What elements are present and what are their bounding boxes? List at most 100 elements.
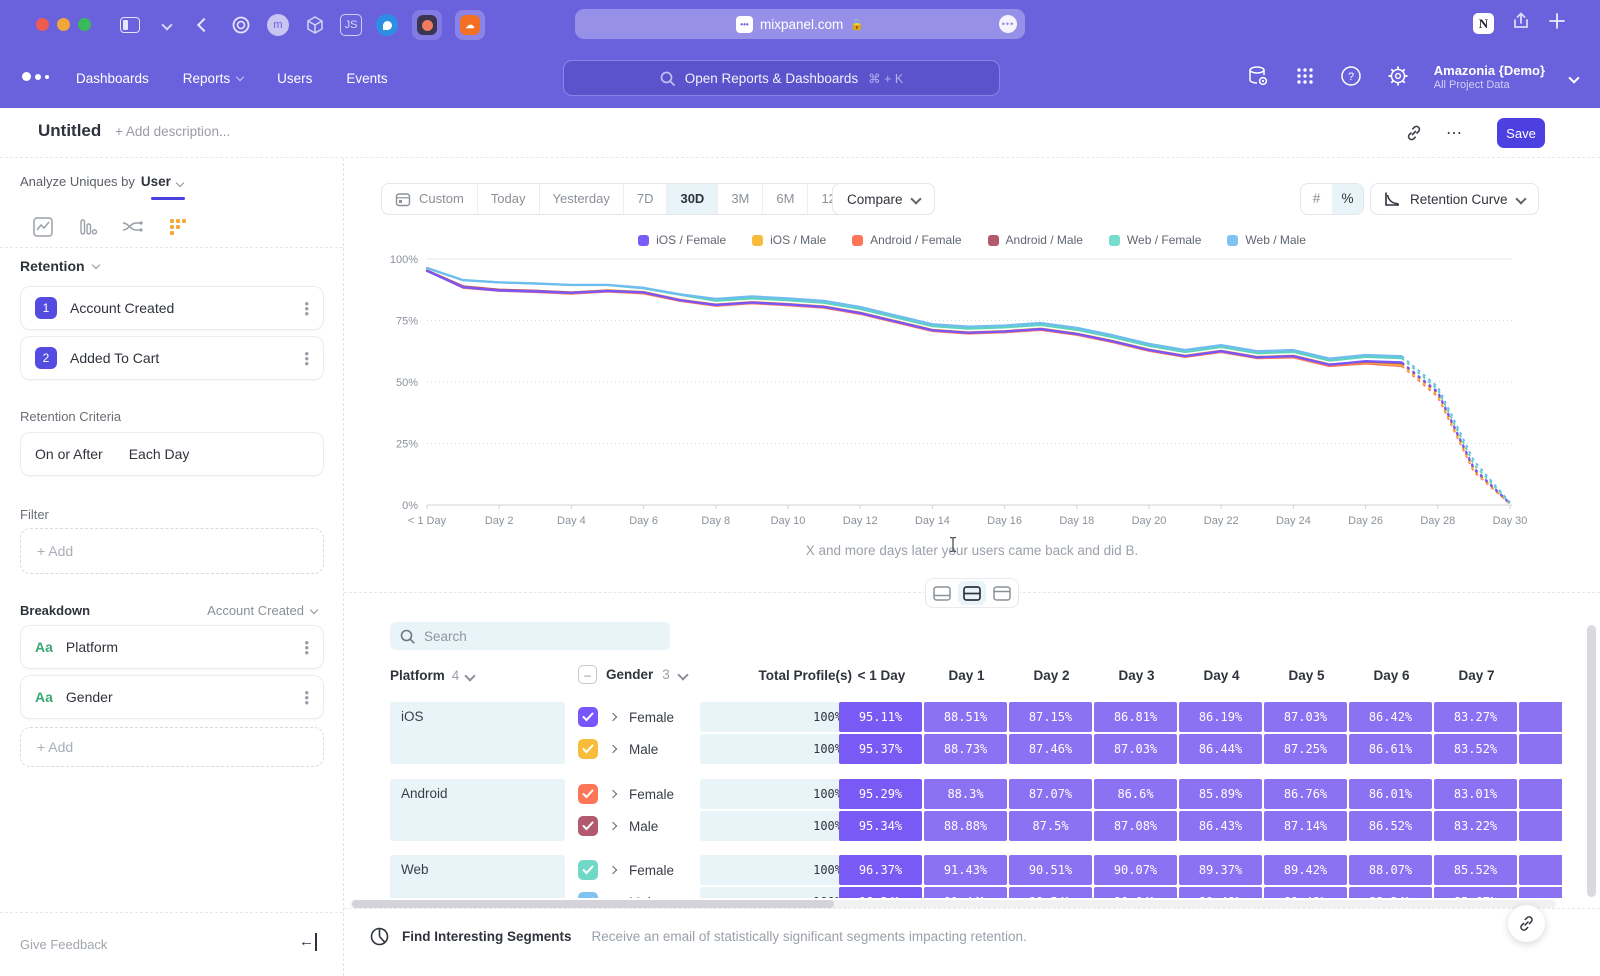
retention-cell[interactable]: 89.48% xyxy=(1179,887,1262,898)
tab-insights[interactable] xyxy=(30,214,56,240)
retention-cell[interactable]: 88.88% xyxy=(924,811,1007,841)
retention-cell[interactable]: 83.01% xyxy=(1434,779,1517,809)
retention-cell[interactable]: 83.52% xyxy=(1434,734,1517,764)
chart-type-dropdown[interactable]: Retention Curve xyxy=(1370,183,1539,215)
retention-cell[interactable] xyxy=(1519,887,1562,898)
retention-cell[interactable]: 90.51% xyxy=(1009,855,1092,885)
add-filter-button[interactable]: + Add xyxy=(20,528,324,574)
retention-cell[interactable]: 95.34% xyxy=(839,811,922,841)
retention-cell[interactable]: 96.34% xyxy=(839,887,922,898)
day-column-header[interactable]: Day 2 xyxy=(1009,668,1094,683)
legend-item[interactable]: Android / Female xyxy=(852,233,961,247)
tab-retention[interactable] xyxy=(165,214,191,240)
platform-column-header[interactable]: Platform4 xyxy=(390,668,474,683)
retention-cell[interactable]: 87.15% xyxy=(1009,702,1092,732)
retention-cell[interactable]: 86.61% xyxy=(1349,734,1432,764)
browser-tab-cube-icon[interactable] xyxy=(303,13,327,37)
retention-cell[interactable]: 88.34% xyxy=(1349,887,1432,898)
new-tab-icon[interactable] xyxy=(1548,12,1566,35)
retention-cell[interactable] xyxy=(1519,702,1562,732)
retention-cell[interactable]: 89.48% xyxy=(1264,887,1347,898)
retention-cell[interactable]: 87.08% xyxy=(1094,811,1177,841)
breakdown-options-icon[interactable]: ••• xyxy=(304,690,309,705)
browser-tab-bird-icon[interactable] xyxy=(375,13,399,37)
breakdown-platform[interactable]: Aa Platform ••• xyxy=(20,625,324,669)
sidebar-toggle-icon[interactable] xyxy=(118,13,142,37)
vertical-scrollbar[interactable] xyxy=(1587,625,1596,897)
retention-cell[interactable]: 89.42% xyxy=(1264,855,1347,885)
retention-cell[interactable] xyxy=(1519,734,1562,764)
retention-curve-chart[interactable]: 100%75%50%25%0%< 1 DayDay 2Day 4Day 6Day… xyxy=(344,250,1600,540)
compare-dropdown[interactable]: Compare xyxy=(832,183,935,215)
range-3m[interactable]: 3M xyxy=(717,184,762,214)
percent-format-button[interactable]: % xyxy=(1332,184,1363,214)
global-search[interactable]: Open Reports & Dashboards ⌘ + K xyxy=(563,60,1000,96)
nav-users[interactable]: Users xyxy=(277,71,312,86)
retention-cell[interactable]: 88.73% xyxy=(924,734,1007,764)
legend-item[interactable]: Web / Male xyxy=(1227,233,1305,247)
expand-row-icon[interactable] xyxy=(609,713,617,721)
retention-cell[interactable]: 87.03% xyxy=(1094,734,1177,764)
retention-step-2[interactable]: 2 Added To Cart ••• xyxy=(20,336,324,380)
retention-cell[interactable]: 95.11% xyxy=(839,702,922,732)
select-all-checkbox[interactable]: – xyxy=(578,665,597,684)
number-format-button[interactable]: # xyxy=(1301,184,1332,214)
day-column-header[interactable]: Day 7 xyxy=(1434,668,1519,683)
analyze-value-dropdown[interactable]: User xyxy=(141,174,171,189)
report-title[interactable]: Untitled xyxy=(38,121,101,141)
more-menu-icon[interactable]: ⋯ xyxy=(1440,119,1468,147)
back-icon[interactable] xyxy=(192,13,216,37)
retention-cell[interactable]: 88.3% xyxy=(924,779,1007,809)
retention-cell[interactable]: 86.01% xyxy=(1349,779,1432,809)
tab-funnels[interactable] xyxy=(75,214,101,240)
range-6m[interactable]: 6M xyxy=(762,184,807,214)
retention-cell[interactable]: 87.46% xyxy=(1009,734,1092,764)
retention-cell[interactable]: 87.25% xyxy=(1264,734,1347,764)
retention-cell[interactable]: 85.67% xyxy=(1434,887,1517,898)
browser-tab-js-icon[interactable]: JS xyxy=(340,14,362,36)
retention-cell[interactable]: 83.22% xyxy=(1434,811,1517,841)
add-breakdown-button[interactable]: + Add xyxy=(20,727,324,767)
layout-table-only-button[interactable] xyxy=(988,581,1016,605)
retention-cell[interactable]: 90.54% xyxy=(1009,887,1092,898)
give-feedback-link[interactable]: Give Feedback xyxy=(20,937,107,952)
retention-criteria-card[interactable]: On or After Each Day xyxy=(20,432,324,476)
browser-tab-target-icon[interactable] xyxy=(229,13,253,37)
address-bar[interactable]: ••• mixpanel.com 🔒 ••• xyxy=(575,9,1025,39)
range-30d-selected[interactable]: 30D xyxy=(666,184,717,214)
legend-item[interactable]: Android / Male xyxy=(988,233,1083,247)
day-column-header[interactable]: < 1 Day xyxy=(839,668,924,683)
retention-cell[interactable] xyxy=(1519,779,1562,809)
settings-gear-icon[interactable] xyxy=(1387,65,1409,92)
breakdown-options-icon[interactable]: ••• xyxy=(304,640,309,655)
zoom-window-button[interactable] xyxy=(78,18,91,31)
retention-cell[interactable]: 85.89% xyxy=(1179,779,1262,809)
copy-link-icon[interactable] xyxy=(1400,119,1428,147)
breakdown-gender[interactable]: Aa Gender ••• xyxy=(20,675,324,719)
day-column-header[interactable]: Day 5 xyxy=(1264,668,1349,683)
collapse-sidebar-icon[interactable]: ← xyxy=(299,933,317,951)
retention-cell[interactable]: 91.44% xyxy=(924,887,1007,898)
share-link-button[interactable] xyxy=(1508,905,1545,942)
table-search-input[interactable] xyxy=(424,629,654,644)
retention-cell[interactable]: 86.6% xyxy=(1094,779,1177,809)
series-checkbox[interactable] xyxy=(578,816,598,836)
close-window-button[interactable] xyxy=(36,18,49,31)
apps-grid-icon[interactable] xyxy=(1295,66,1315,91)
expand-row-icon[interactable] xyxy=(609,745,617,753)
retention-cell[interactable]: 86.52% xyxy=(1349,811,1432,841)
total-column-header[interactable]: Total Profile(s) xyxy=(700,668,852,683)
legend-item[interactable]: Web / Female xyxy=(1109,233,1201,247)
retention-cell[interactable]: 88.51% xyxy=(924,702,1007,732)
browser-tab-soundcloud-icon[interactable]: ☁ xyxy=(455,10,485,40)
retention-cell[interactable]: 96.37% xyxy=(839,855,922,885)
mixpanel-logo[interactable] xyxy=(22,72,49,81)
retention-cell[interactable]: 85.52% xyxy=(1434,855,1517,885)
notion-extension-icon[interactable]: N xyxy=(1473,13,1494,34)
retention-cell[interactable]: 95.29% xyxy=(839,779,922,809)
browser-tab-active-icon[interactable] xyxy=(412,10,442,40)
day-column-header[interactable]: Day 1 xyxy=(924,668,1009,683)
horizontal-scrollbar[interactable] xyxy=(350,900,1556,908)
series-checkbox[interactable] xyxy=(578,739,598,759)
retention-cell[interactable] xyxy=(1519,811,1562,841)
